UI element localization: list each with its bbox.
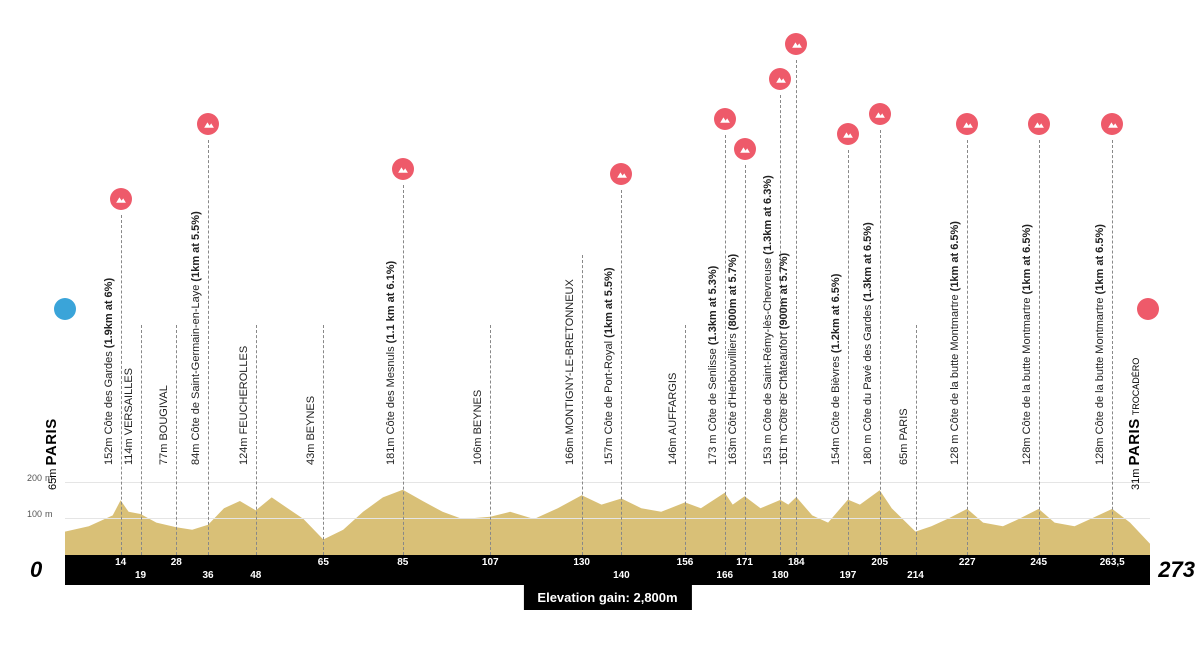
point-label: 84m Côte de Saint-Germain-en-Laye (1km a… bbox=[190, 211, 202, 465]
km-marker: 14 bbox=[115, 557, 126, 568]
point-label: 65m PARIS bbox=[898, 408, 910, 465]
point-label: 173 m Côte de Senlisse (1.3km at 5.3%) bbox=[707, 266, 719, 465]
profile-area bbox=[65, 465, 1150, 555]
mountain-icon bbox=[197, 113, 219, 135]
km-marker: 205 bbox=[871, 557, 888, 568]
mountain-icon bbox=[769, 68, 791, 90]
point-label: 106m BEYNES bbox=[472, 390, 484, 465]
point-label: 43m BEYNES bbox=[305, 396, 317, 465]
km-marker: 19 bbox=[135, 570, 146, 581]
km-marker: 48 bbox=[250, 570, 261, 581]
km-marker: 65 bbox=[318, 557, 329, 568]
point-label: 128m Côte de la butte Montmartre (1km at… bbox=[1021, 224, 1033, 465]
elevation-gain-label: Elevation gain: 2,800m bbox=[523, 585, 691, 610]
km-marker: 130 bbox=[573, 557, 590, 568]
mountain-icon bbox=[610, 163, 632, 185]
km-marker: 184 bbox=[788, 557, 805, 568]
point-label: 166m MONTIGNY-LE-BRETONNEUX bbox=[564, 279, 576, 465]
point-label: 114m VERSAILLES bbox=[123, 368, 135, 465]
start-km: 0 bbox=[30, 557, 42, 583]
km-marker: 214 bbox=[907, 570, 924, 581]
km-marker: 156 bbox=[677, 557, 694, 568]
mountain-icon bbox=[785, 33, 807, 55]
point-label: 128 m Côte de la butte Montmartre (1km a… bbox=[949, 221, 961, 465]
point-label: 152m Côte des Gardes (1.9km at 6%) bbox=[103, 278, 115, 465]
finish-label: 31m PARIS TROCADÉRO bbox=[1126, 358, 1143, 490]
km-marker: 227 bbox=[959, 557, 976, 568]
mountain-icon bbox=[1101, 113, 1123, 135]
elevation-silhouette bbox=[65, 465, 1150, 555]
km-marker: 140 bbox=[613, 570, 630, 581]
gridline-100 bbox=[65, 518, 1150, 519]
point-label: 161 m Côte de Châteaufort (900m at 5.7%) bbox=[778, 253, 790, 465]
start-label: 65m PARIS bbox=[43, 418, 60, 490]
km-marker: 36 bbox=[203, 570, 214, 581]
mountain-icon bbox=[392, 158, 414, 180]
point-label: 180 m Côte du Pavé des Gardes (1.3km at … bbox=[862, 222, 874, 465]
y-tick-200: 200 bbox=[27, 473, 42, 483]
end-km: 273 bbox=[1158, 557, 1195, 583]
mountain-icon bbox=[837, 123, 859, 145]
point-label: 163m Côte d'Herbouvilliers (800m at 5.7%… bbox=[727, 254, 739, 465]
km-marker: 28 bbox=[171, 557, 182, 568]
km-marker: 166 bbox=[716, 570, 733, 581]
point-label: 146m AUFFARGIS bbox=[667, 373, 679, 465]
start-marker-icon bbox=[54, 298, 76, 320]
km-marker: 245 bbox=[1030, 557, 1047, 568]
point-label: 128m Côte de la butte Montmartre (1km at… bbox=[1094, 224, 1106, 465]
finish-marker-icon bbox=[1137, 298, 1159, 320]
point-label: 153 m Côte de Saint-Rémy-lès-Chevreuse (… bbox=[762, 175, 774, 465]
gridline-200 bbox=[65, 482, 1150, 483]
km-marker: 197 bbox=[840, 570, 857, 581]
mountain-icon bbox=[110, 188, 132, 210]
km-baseline: 14 19 28 36 48 65 85 107 130 140 156 166171 180 184 19… bbox=[65, 555, 1150, 585]
point-label: 154m Côte de Bièvres (1.2km at 6.5%) bbox=[830, 274, 842, 465]
mountain-icon bbox=[734, 138, 756, 160]
km-marker: 171 bbox=[736, 557, 753, 568]
point-label: 124m FEUCHEROLLES bbox=[238, 346, 250, 465]
point-label: 77m BOUGIVAL bbox=[158, 385, 170, 465]
point-label: 157m Côte de Port-Royal (1km at 5.5%) bbox=[603, 268, 615, 465]
y-tick-100: 100 bbox=[27, 509, 42, 519]
mountain-icon bbox=[1028, 113, 1050, 135]
elevation-profile-chart: 100 m 200 m 1419283648658510713014015616… bbox=[65, 30, 1150, 610]
km-marker: 263,5 bbox=[1100, 557, 1125, 568]
km-marker: 85 bbox=[397, 557, 408, 568]
km-marker: 107 bbox=[482, 557, 499, 568]
km-marker: 180 bbox=[772, 570, 789, 581]
point-label: 181m Côte des Mesnuls (1.1 km at 6.1%) bbox=[385, 261, 397, 465]
mountain-icon bbox=[956, 113, 978, 135]
mountain-icon bbox=[714, 108, 736, 130]
mountain-icon bbox=[869, 103, 891, 125]
